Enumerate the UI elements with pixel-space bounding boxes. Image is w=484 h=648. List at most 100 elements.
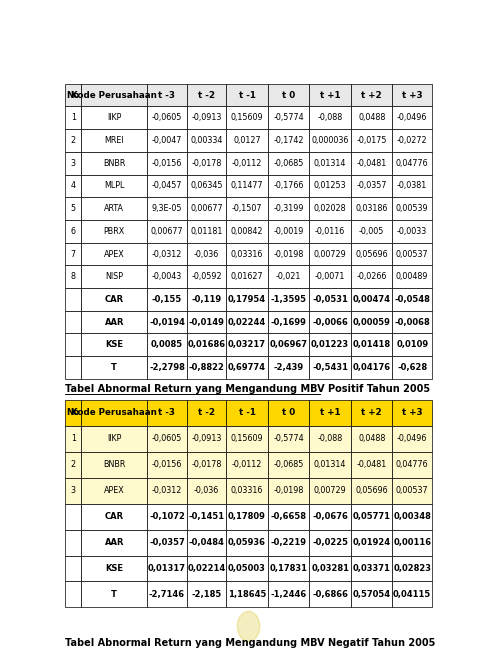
- Text: ARTA: ARTA: [104, 204, 124, 213]
- Bar: [65, 288, 81, 311]
- Text: Tabel Abnormal Return yang Mengandung MBV Negatif Tahun 2005: Tabel Abnormal Return yang Mengandung MB…: [65, 638, 435, 648]
- Bar: [267, 555, 309, 581]
- Bar: [147, 106, 186, 129]
- Text: 0,0085: 0,0085: [151, 340, 182, 349]
- Bar: [81, 242, 147, 266]
- Bar: [309, 106, 350, 129]
- Bar: [65, 242, 81, 266]
- Text: APEX: APEX: [104, 249, 124, 259]
- Bar: [267, 106, 309, 129]
- Text: -0,005: -0,005: [358, 227, 384, 236]
- Bar: [81, 220, 147, 242]
- Text: -0,0198: -0,0198: [273, 486, 303, 495]
- Text: -0,0272: -0,0272: [396, 136, 427, 145]
- Bar: [81, 555, 147, 581]
- Bar: [267, 356, 309, 379]
- Bar: [186, 555, 226, 581]
- Text: 0,0488: 0,0488: [357, 113, 385, 122]
- Text: -0,036: -0,036: [194, 486, 219, 495]
- Bar: [65, 197, 81, 220]
- Text: 7: 7: [71, 249, 76, 259]
- Text: -0,3199: -0,3199: [273, 204, 303, 213]
- Bar: [267, 311, 309, 334]
- Text: 0,05696: 0,05696: [355, 486, 387, 495]
- Bar: [186, 478, 226, 503]
- Text: 0,17831: 0,17831: [269, 564, 307, 573]
- Text: t -2: t -2: [197, 91, 214, 100]
- Text: -0,036: -0,036: [194, 249, 219, 259]
- Text: -0,5431: -0,5431: [312, 363, 348, 372]
- Bar: [267, 426, 309, 452]
- Bar: [267, 220, 309, 242]
- Text: 0,04115: 0,04115: [393, 590, 430, 599]
- Text: t +3: t +3: [401, 91, 422, 100]
- Text: APEX: APEX: [104, 486, 124, 495]
- Bar: [226, 288, 267, 311]
- Bar: [309, 174, 350, 197]
- Bar: [267, 288, 309, 311]
- Bar: [392, 220, 431, 242]
- Text: -0,0312: -0,0312: [151, 486, 182, 495]
- Text: IIKP: IIKP: [107, 434, 121, 443]
- Text: 4: 4: [71, 181, 76, 191]
- Text: 6: 6: [71, 227, 76, 236]
- Bar: [350, 288, 392, 311]
- Bar: [147, 529, 186, 555]
- Bar: [81, 152, 147, 174]
- Bar: [309, 452, 350, 478]
- Text: 8: 8: [71, 272, 76, 281]
- Text: 3: 3: [71, 486, 76, 495]
- Text: 0,00334: 0,00334: [190, 136, 222, 145]
- Text: 0,01627: 0,01627: [230, 272, 263, 281]
- Text: -0,0913: -0,0913: [191, 434, 221, 443]
- Text: -2,7146: -2,7146: [149, 590, 185, 599]
- Bar: [267, 581, 309, 607]
- Bar: [392, 581, 431, 607]
- Text: 0,00677: 0,00677: [190, 204, 222, 213]
- Bar: [147, 266, 186, 288]
- Bar: [392, 452, 431, 478]
- Text: 0,01181: 0,01181: [190, 227, 222, 236]
- Text: t +3: t +3: [401, 408, 422, 417]
- Bar: [186, 311, 226, 334]
- Text: AAR: AAR: [105, 318, 124, 327]
- Bar: [309, 503, 350, 529]
- Text: -1,2446: -1,2446: [270, 590, 306, 599]
- Text: 0,00537: 0,00537: [395, 249, 428, 259]
- Bar: [392, 529, 431, 555]
- Bar: [65, 84, 81, 106]
- Bar: [392, 400, 431, 426]
- Text: t 0: t 0: [281, 408, 295, 417]
- Text: -1,3595: -1,3595: [270, 295, 306, 304]
- Bar: [309, 129, 350, 152]
- Text: 0,01223: 0,01223: [310, 340, 348, 349]
- Text: Kode Perusahaan: Kode Perusahaan: [71, 91, 157, 100]
- Bar: [65, 129, 81, 152]
- Text: 0,00842: 0,00842: [230, 227, 263, 236]
- Text: -0,0043: -0,0043: [151, 272, 182, 281]
- Bar: [186, 242, 226, 266]
- Bar: [81, 334, 147, 356]
- Text: 0,00489: 0,00489: [395, 272, 427, 281]
- Bar: [267, 84, 309, 106]
- Text: CAR: CAR: [105, 512, 123, 521]
- Text: -0,5774: -0,5774: [272, 113, 303, 122]
- Text: -0,0178: -0,0178: [191, 159, 221, 168]
- Text: BNBR: BNBR: [103, 159, 125, 168]
- Bar: [81, 452, 147, 478]
- Text: t +1: t +1: [319, 91, 340, 100]
- Text: -0,0457: -0,0457: [151, 181, 182, 191]
- Bar: [81, 400, 147, 426]
- Bar: [226, 529, 267, 555]
- Bar: [186, 426, 226, 452]
- Bar: [350, 311, 392, 334]
- Text: KSE: KSE: [105, 564, 123, 573]
- Text: 0,00474: 0,00474: [352, 295, 390, 304]
- Text: -0,0496: -0,0496: [396, 113, 426, 122]
- Bar: [350, 152, 392, 174]
- Bar: [65, 555, 81, 581]
- Bar: [65, 334, 81, 356]
- Bar: [81, 84, 147, 106]
- Text: 0,02823: 0,02823: [393, 564, 430, 573]
- Bar: [226, 266, 267, 288]
